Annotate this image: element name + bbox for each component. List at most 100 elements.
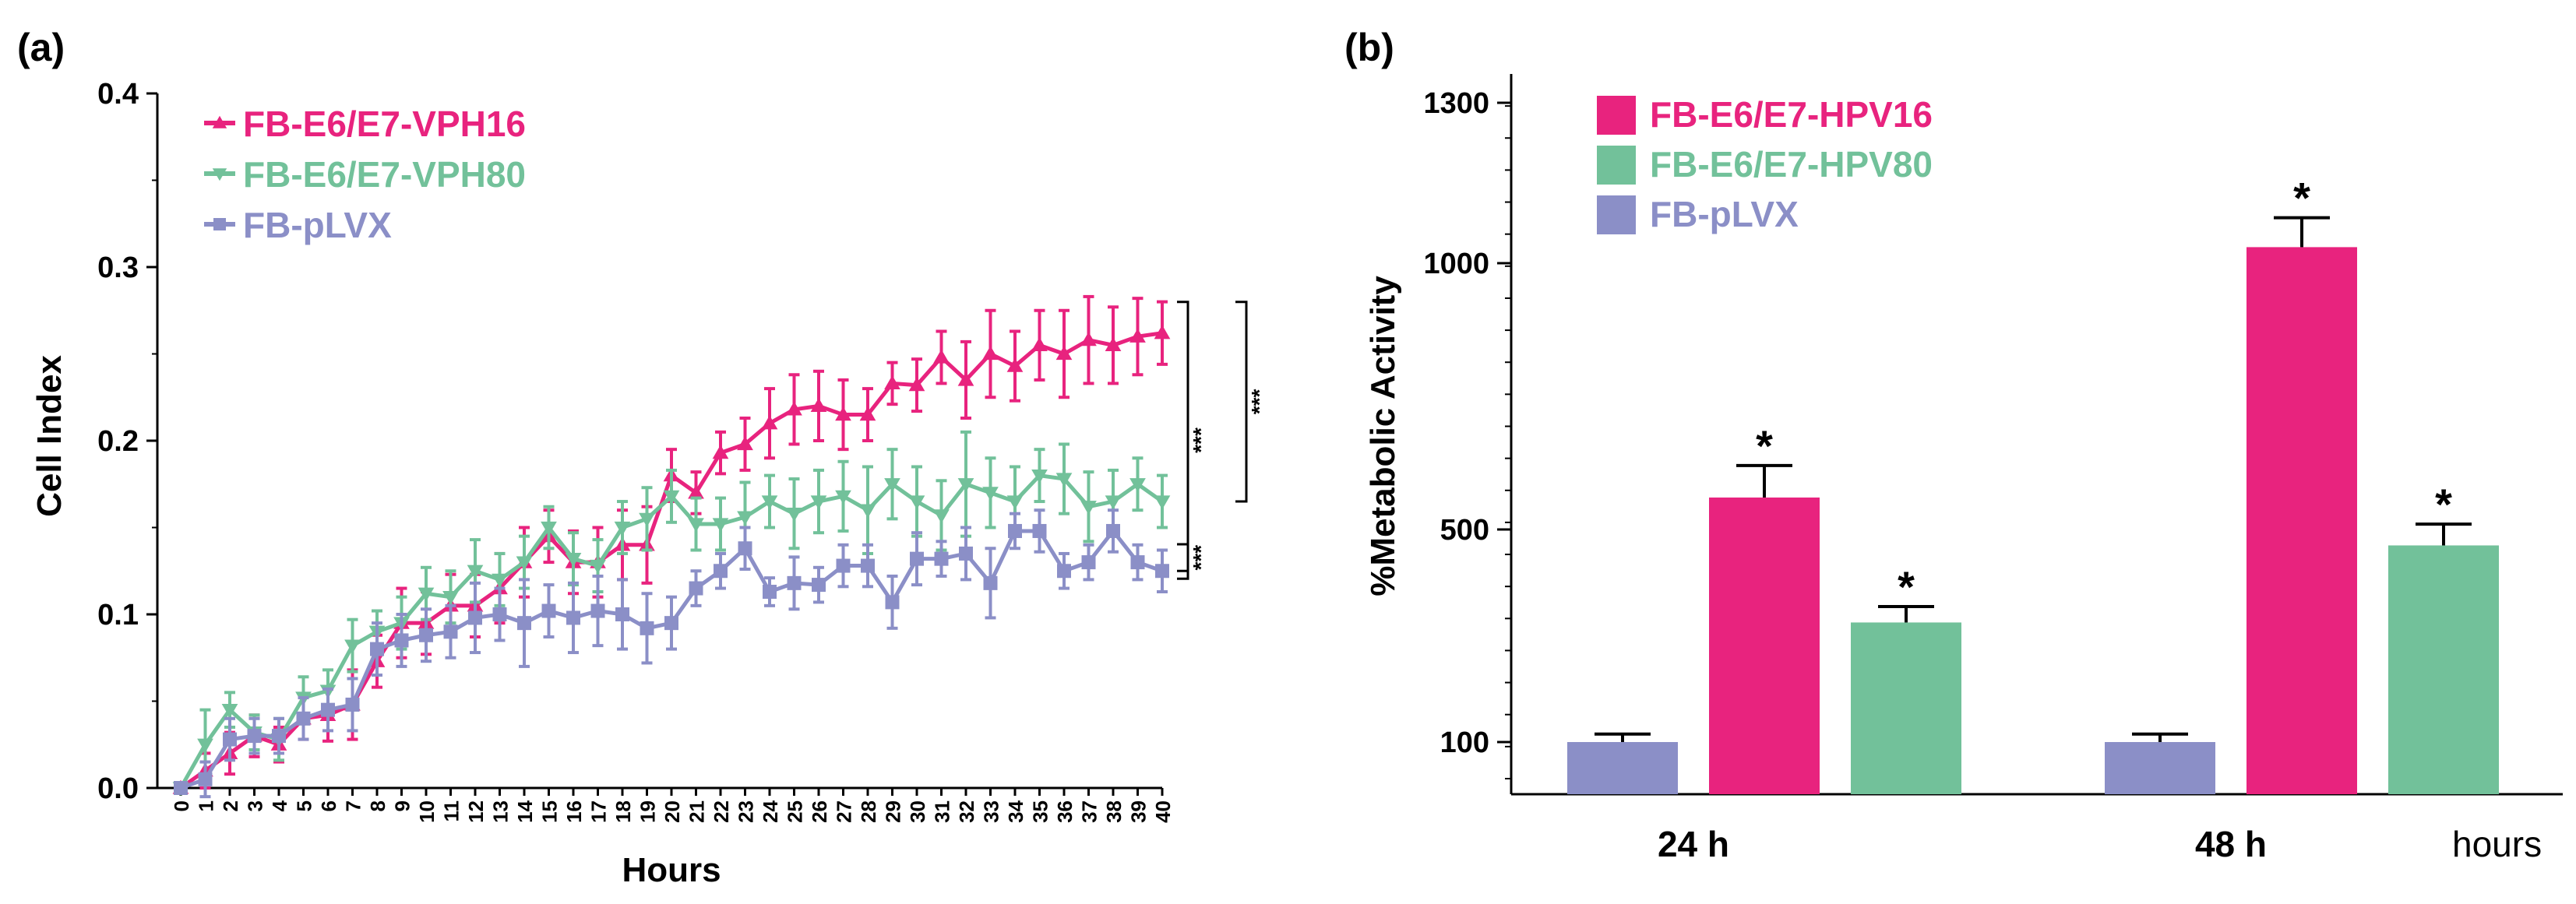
a-significance-label: *** xyxy=(1189,545,1213,571)
panel-b-y-ticks: 100 500 1000 1300 xyxy=(1423,87,1511,779)
a-data-point xyxy=(639,512,655,527)
a-data-point xyxy=(714,564,728,579)
a-legend-label: FB-pLVX xyxy=(243,205,392,245)
a-data-point xyxy=(982,346,999,361)
a-significance-label: *** xyxy=(1189,427,1213,453)
a-significance-label: *** xyxy=(1247,389,1271,414)
a-x-tick-label: 13 xyxy=(489,800,513,823)
a-data-point xyxy=(663,490,680,505)
a-data-point xyxy=(664,616,678,631)
a-x-tick-label: 7 xyxy=(342,800,365,811)
a-data-point xyxy=(933,509,950,524)
a-data-point xyxy=(418,587,435,602)
panel-a-label: (a) xyxy=(17,26,65,69)
a-data-point xyxy=(908,377,925,392)
a-data-point xyxy=(910,551,924,566)
a-legend-marker xyxy=(213,218,226,230)
a-x-tick-label: 11 xyxy=(440,800,463,822)
a-data-point xyxy=(1129,328,1146,343)
a-data-point xyxy=(836,558,851,573)
a-data-point xyxy=(786,401,802,416)
a-data-point xyxy=(884,375,900,390)
a-data-point xyxy=(1006,357,1024,372)
a-data-point xyxy=(712,445,729,459)
b-significance-star: * xyxy=(2293,174,2310,223)
a-data-point xyxy=(517,616,531,631)
a-data-point xyxy=(223,732,237,747)
a-x-tick-label: 26 xyxy=(808,800,831,823)
panel-a-y-axis-label: Cell Index xyxy=(30,355,69,517)
b-y-tick-label: 1300 xyxy=(1423,87,1489,120)
a-data-point xyxy=(1055,473,1073,487)
a-series-0 xyxy=(172,294,1171,795)
a-data-point xyxy=(786,508,802,522)
a-data-point xyxy=(1105,337,1122,351)
a-x-tick-label: 40 xyxy=(1151,800,1175,823)
a-data-point xyxy=(590,559,606,574)
a-x-tick-label: 37 xyxy=(1078,800,1101,823)
a-data-point xyxy=(247,729,262,744)
a-data-point xyxy=(443,624,458,639)
a-data-point xyxy=(885,595,900,610)
a-data-point xyxy=(321,702,335,717)
a-data-point xyxy=(1008,523,1022,538)
a-data-point xyxy=(1106,523,1120,538)
a-data-point xyxy=(468,610,482,625)
a-legend-label: FB-E6/E7-VPH80 xyxy=(243,154,526,195)
a-data-point xyxy=(590,603,605,618)
a-x-tick-label: 14 xyxy=(513,800,537,822)
a-x-tick-label: 0 xyxy=(170,800,193,811)
a-x-tick-label: 25 xyxy=(784,800,807,823)
a-data-point xyxy=(859,504,876,519)
a-data-point xyxy=(689,581,703,596)
a-x-tick-label: 22 xyxy=(710,800,733,823)
a-x-tick-label: 34 xyxy=(1004,800,1027,822)
a-data-point xyxy=(737,511,753,526)
a-x-tick-label: 16 xyxy=(562,800,586,823)
b-bar xyxy=(2247,247,2357,794)
a-data-point xyxy=(467,565,484,579)
a-x-tick-label: 20 xyxy=(661,800,684,823)
a-data-point xyxy=(272,729,286,744)
a-y-tick-label: 0.1 xyxy=(97,599,139,631)
b-legend-swatch xyxy=(1597,146,1636,185)
a-x-tick-label: 15 xyxy=(538,800,562,823)
a-data-point xyxy=(1080,501,1097,515)
a-data-point xyxy=(492,573,508,588)
a-legend-label: FB-E6/E7-VPH16 xyxy=(243,104,526,144)
a-data-point xyxy=(763,585,777,600)
a-data-point xyxy=(174,781,188,795)
a-x-tick-label: 23 xyxy=(735,800,758,823)
b-significance-star: * xyxy=(1756,421,1773,470)
b-bar xyxy=(2388,545,2499,794)
a-data-point xyxy=(615,607,629,621)
b-y-tick-label: 1000 xyxy=(1423,248,1489,280)
a-data-point xyxy=(370,642,384,656)
a-y-tick-label: 0.3 xyxy=(97,252,139,284)
a-data-point xyxy=(565,552,582,567)
a-data-point xyxy=(761,495,778,510)
panel-b-label: (b) xyxy=(1344,26,1394,69)
panel-b-x-axis-label: hours xyxy=(2452,824,2542,864)
a-data-point xyxy=(810,398,827,413)
a-data-point xyxy=(859,406,876,421)
a-data-point xyxy=(344,639,361,654)
a-y-tick-label: 0.4 xyxy=(97,78,139,111)
b-significance-star: * xyxy=(1898,562,1915,611)
a-data-point xyxy=(787,575,802,590)
a-data-point xyxy=(516,556,533,571)
a-data-point xyxy=(614,521,631,536)
b-bar xyxy=(1851,622,1961,794)
a-data-point xyxy=(738,541,752,556)
a-data-point xyxy=(221,704,238,718)
a-data-point xyxy=(296,711,311,726)
a-data-point xyxy=(957,371,974,386)
a-x-tick-label: 35 xyxy=(1029,800,1052,823)
a-x-tick-label: 27 xyxy=(833,800,856,823)
a-x-tick-label: 8 xyxy=(366,800,389,811)
a-data-point xyxy=(835,490,851,505)
a-series-2 xyxy=(174,508,1169,799)
a-legend-marker xyxy=(212,168,227,181)
panel-b-axes xyxy=(1510,74,2563,796)
b-bar xyxy=(2105,742,2215,794)
